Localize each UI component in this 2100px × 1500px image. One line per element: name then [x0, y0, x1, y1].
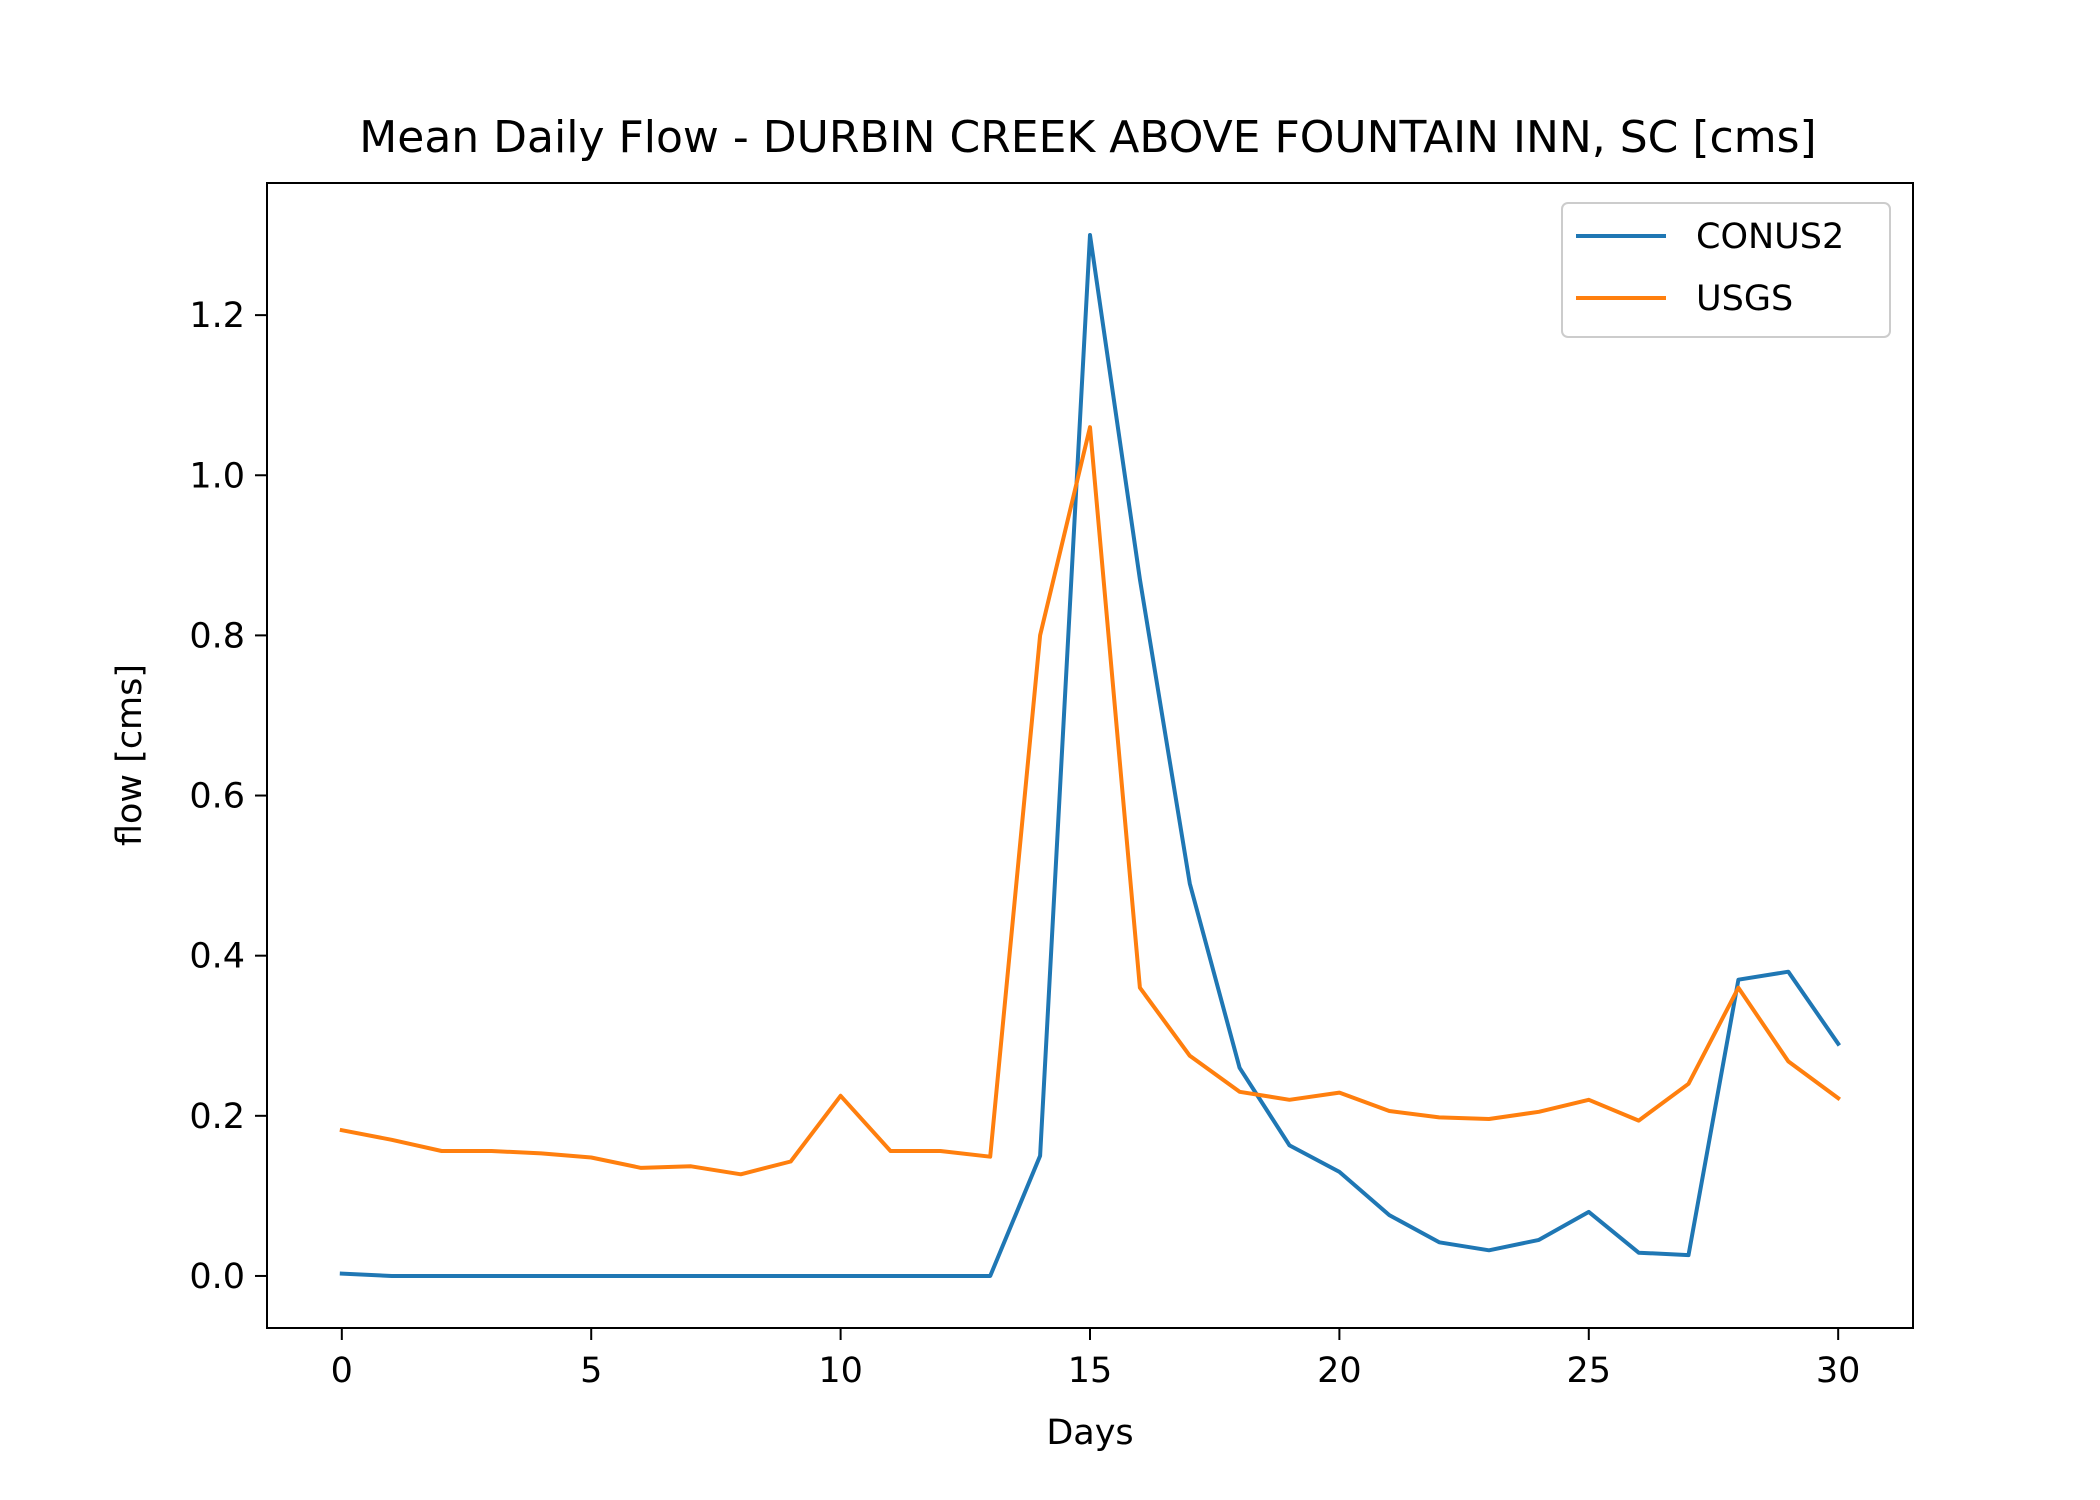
- series-layer: [339, 233, 1841, 1278]
- x-axis-label: Days: [1046, 1413, 1133, 1453]
- y-axis: 0.0 0.2 0.4 0.6 0.8 1.0 1.2: [189, 296, 267, 1297]
- y-axis-label: flow [cms]: [110, 664, 150, 846]
- y-tick-label: 1.2: [189, 296, 245, 336]
- legend-label-usgs: USGS: [1696, 279, 1793, 319]
- chart-title: Mean Daily Flow - DURBIN CREEK ABOVE FOU…: [359, 112, 1816, 163]
- x-tick-label: 0: [331, 1351, 353, 1391]
- x-tick-label: 15: [1068, 1351, 1113, 1391]
- legend-label-conus2: CONUS2: [1696, 217, 1844, 257]
- x-tick-label: 10: [818, 1351, 863, 1391]
- y-tick-label: 0.8: [189, 616, 245, 656]
- series-line-conus2: [339, 233, 1841, 1278]
- series-line-usgs: [339, 425, 1841, 1177]
- x-tick-label: 20: [1317, 1351, 1362, 1391]
- x-tick-label: 5: [580, 1351, 602, 1391]
- x-tick-label: 30: [1816, 1351, 1861, 1391]
- y-tick-label: 0.2: [189, 1097, 245, 1137]
- y-tick-label: 1.0: [189, 456, 245, 496]
- y-tick-label: 0.6: [189, 777, 245, 817]
- y-tick-label: 0.4: [189, 937, 245, 977]
- x-axis: 0 5 10 15 20 25 30: [331, 1328, 1861, 1391]
- x-tick-label: 25: [1567, 1351, 1612, 1391]
- legend: CONUS2 USGS: [1561, 202, 1891, 338]
- y-tick-label: 0.0: [189, 1257, 245, 1297]
